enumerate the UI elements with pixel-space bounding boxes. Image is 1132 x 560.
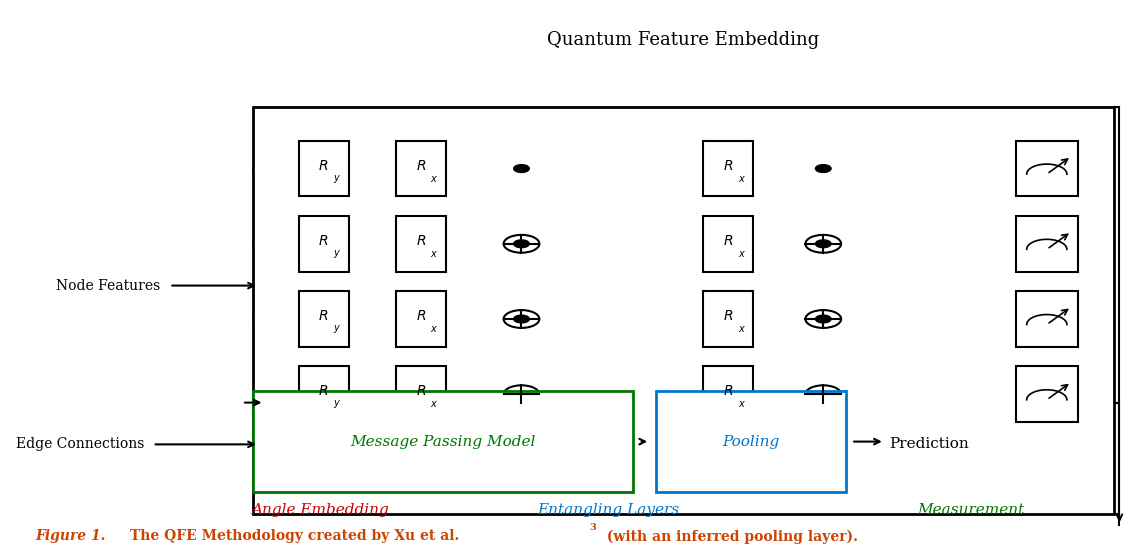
FancyBboxPatch shape xyxy=(254,391,633,492)
Text: $R$: $R$ xyxy=(318,385,328,399)
FancyBboxPatch shape xyxy=(655,391,846,492)
Circle shape xyxy=(815,165,831,172)
FancyBboxPatch shape xyxy=(396,366,446,422)
Text: Measurement: Measurement xyxy=(918,503,1024,517)
Text: Angle Embedding: Angle Embedding xyxy=(251,503,389,517)
Text: Prediction: Prediction xyxy=(890,437,969,451)
Text: $R$: $R$ xyxy=(723,385,734,399)
Circle shape xyxy=(815,240,831,248)
Text: $y$: $y$ xyxy=(333,323,341,335)
Text: $R$: $R$ xyxy=(723,234,734,248)
FancyBboxPatch shape xyxy=(299,141,349,197)
Text: 3: 3 xyxy=(590,524,597,533)
FancyBboxPatch shape xyxy=(703,141,754,197)
FancyBboxPatch shape xyxy=(1017,141,1078,197)
Text: The QFE Methodology created by Xu et al.: The QFE Methodology created by Xu et al. xyxy=(130,529,460,543)
Text: $x$: $x$ xyxy=(430,399,438,409)
Text: $x$: $x$ xyxy=(738,399,746,409)
FancyBboxPatch shape xyxy=(1017,291,1078,347)
Text: Message Passing Model: Message Passing Model xyxy=(351,435,535,449)
Text: $R$: $R$ xyxy=(318,309,328,323)
Circle shape xyxy=(514,315,530,323)
Text: $x$: $x$ xyxy=(738,174,746,184)
Text: Edge Connections: Edge Connections xyxy=(16,437,144,451)
FancyBboxPatch shape xyxy=(299,366,349,422)
FancyBboxPatch shape xyxy=(1017,216,1078,272)
Text: $x$: $x$ xyxy=(430,324,438,334)
Text: Figure 1.: Figure 1. xyxy=(35,529,111,543)
Text: $R$: $R$ xyxy=(318,234,328,248)
Text: $x$: $x$ xyxy=(430,249,438,259)
FancyBboxPatch shape xyxy=(703,366,754,422)
Circle shape xyxy=(514,165,530,172)
FancyBboxPatch shape xyxy=(299,291,349,347)
Text: Node Features: Node Features xyxy=(55,278,160,292)
Text: $R$: $R$ xyxy=(723,309,734,323)
Text: $y$: $y$ xyxy=(333,248,341,260)
FancyBboxPatch shape xyxy=(1017,366,1078,422)
FancyBboxPatch shape xyxy=(396,216,446,272)
Text: Quantum Feature Embedding: Quantum Feature Embedding xyxy=(548,31,820,49)
Text: $R$: $R$ xyxy=(415,234,426,248)
Circle shape xyxy=(514,240,530,248)
FancyBboxPatch shape xyxy=(299,216,349,272)
Text: $R$: $R$ xyxy=(415,309,426,323)
Text: $x$: $x$ xyxy=(430,174,438,184)
Text: Entangling Layers: Entangling Layers xyxy=(537,503,679,517)
Text: $R$: $R$ xyxy=(415,385,426,399)
Text: $R$: $R$ xyxy=(415,159,426,173)
Text: (with an inferred pooling layer).: (with an inferred pooling layer). xyxy=(602,529,858,544)
Circle shape xyxy=(815,315,831,323)
Text: $x$: $x$ xyxy=(738,324,746,334)
FancyBboxPatch shape xyxy=(703,291,754,347)
Text: $R$: $R$ xyxy=(723,159,734,173)
FancyBboxPatch shape xyxy=(254,108,1114,514)
Text: Pooling: Pooling xyxy=(722,435,779,449)
FancyBboxPatch shape xyxy=(703,216,754,272)
FancyBboxPatch shape xyxy=(396,291,446,347)
Text: $x$: $x$ xyxy=(738,249,746,259)
Text: $R$: $R$ xyxy=(318,159,328,173)
Text: $y$: $y$ xyxy=(333,398,341,410)
FancyBboxPatch shape xyxy=(396,141,446,197)
Text: $y$: $y$ xyxy=(333,172,341,185)
